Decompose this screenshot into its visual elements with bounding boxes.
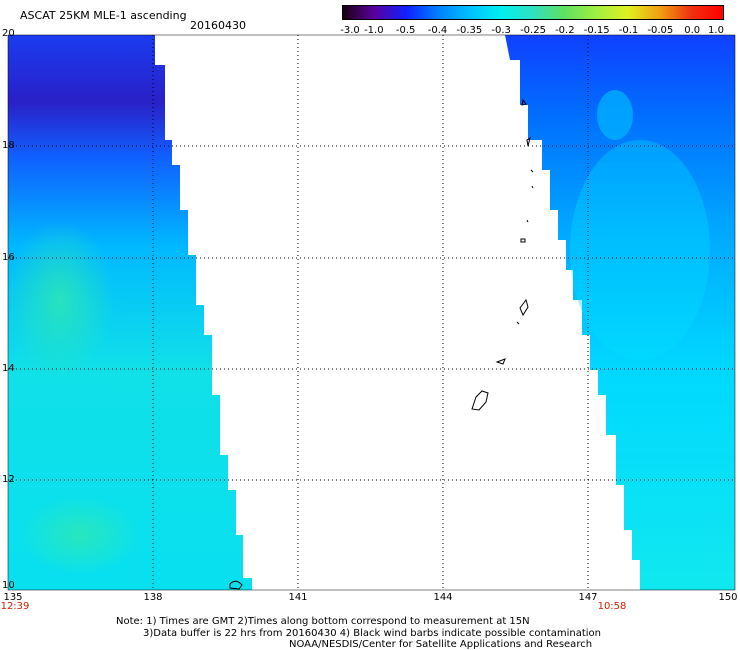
footer-note-3: NOAA/NESDIS/Center for Satellite Applica… xyxy=(289,639,593,650)
lon-label-144: 144 xyxy=(433,592,453,603)
right-swath xyxy=(505,35,735,590)
colorbar-tick: -0.15 xyxy=(583,25,610,36)
islands xyxy=(229,98,534,590)
colorbar-tick: -0.1 xyxy=(618,25,639,36)
lat-label-12: 12 xyxy=(2,474,15,485)
colorbar-tick: -0.4 xyxy=(427,25,448,36)
colorbar-tick: -0.5 xyxy=(395,25,416,36)
colorbar-tick: -0.25 xyxy=(520,25,546,36)
colorbar-tick: -0.05 xyxy=(647,25,674,36)
lat-label-10: 10 xyxy=(2,580,15,591)
lon-label-150: 150 xyxy=(718,592,738,603)
lat-label-20: 20 xyxy=(2,28,15,39)
time-left: 12:39 xyxy=(0,601,30,612)
lon-label-141: 141 xyxy=(288,592,308,603)
colorbar-tick: -0.3 xyxy=(491,25,511,36)
footer-note-1: Note: 1) Times are GMT 2)Times along bot… xyxy=(116,616,530,627)
colorbar-tick: -0.35 xyxy=(456,25,483,36)
time-right: 10:58 xyxy=(597,601,627,612)
lon-label-138: 138 xyxy=(143,592,163,603)
colorbar-tick: -1.0 xyxy=(364,25,384,36)
colorbar xyxy=(342,5,724,20)
lon-label-135: 135 xyxy=(3,592,23,603)
lat-label-14: 14 xyxy=(2,363,15,374)
left-swath xyxy=(8,35,252,590)
product-date: 20160430 xyxy=(190,19,246,32)
colorbar-tick: 1.0 xyxy=(708,25,724,36)
product-title: ASCAT 25KM MLE-1 ascending xyxy=(20,9,187,22)
lat-label-16: 16 xyxy=(2,252,15,263)
lon-label-147: 147 xyxy=(578,592,598,603)
lat-label-18: 18 xyxy=(2,140,15,151)
footer-note-2: 3)Data buffer is 22 hrs from 20160430 4)… xyxy=(143,628,601,639)
colorbar-tick: 0.0 xyxy=(684,25,701,36)
colorbar-tick: -3.0 xyxy=(340,25,360,36)
colorbar-tick: -0.2 xyxy=(555,25,575,36)
